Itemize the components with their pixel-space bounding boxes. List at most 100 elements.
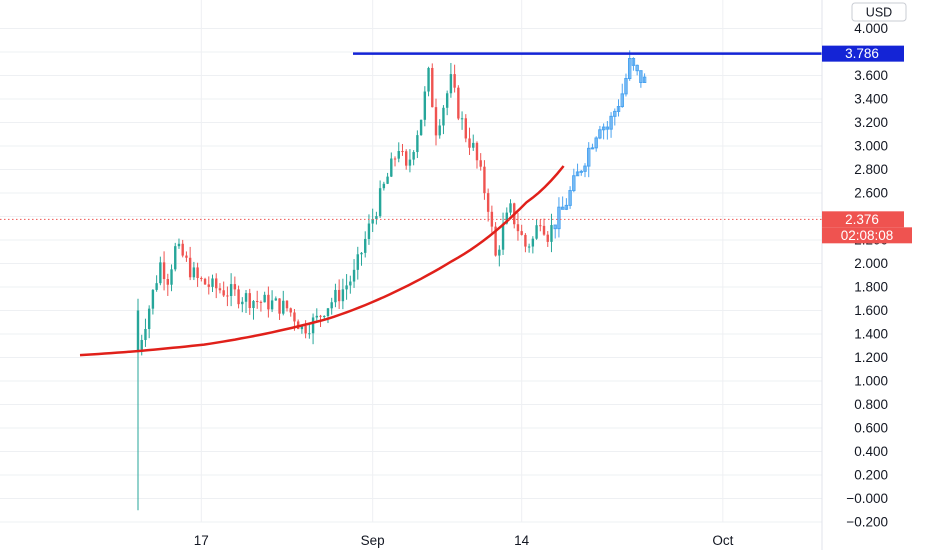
candle-body xyxy=(341,289,345,302)
candle-body xyxy=(267,294,270,310)
candle-body xyxy=(140,339,143,350)
candle-body xyxy=(196,267,199,279)
candle-body xyxy=(222,290,225,296)
candle-body xyxy=(174,246,177,270)
candle-body xyxy=(609,115,613,130)
candle-body xyxy=(590,147,595,150)
candle-body xyxy=(524,234,527,247)
candle-body xyxy=(472,142,475,148)
countdown-label: 02:08:08 xyxy=(841,228,894,243)
candle-body xyxy=(431,67,434,108)
candle-body xyxy=(453,74,456,88)
candle-body xyxy=(479,160,482,167)
y-tick-label: 1.800 xyxy=(854,280,888,295)
currency-badge[interactable]: USD xyxy=(851,2,907,22)
candle-body xyxy=(442,107,445,126)
candle-body xyxy=(460,118,464,120)
candle-body xyxy=(203,278,207,285)
y-tick-label: −0.200 xyxy=(846,515,888,530)
candle-body xyxy=(237,289,240,305)
candle-body xyxy=(613,110,617,117)
candle-body xyxy=(367,223,371,239)
candle-body xyxy=(326,308,330,316)
y-tick-label: 1.600 xyxy=(854,303,888,318)
grid-lines xyxy=(0,0,822,523)
y-tick-label: 2.000 xyxy=(854,256,888,271)
candle-body xyxy=(144,328,147,340)
candle-body xyxy=(215,278,218,289)
candle-body xyxy=(594,137,598,149)
candle-body xyxy=(349,281,352,286)
candle-body xyxy=(319,315,322,317)
candle-body xyxy=(397,151,400,159)
candle-body xyxy=(516,224,520,232)
candle-body xyxy=(505,212,508,224)
candle-body xyxy=(620,93,624,108)
candle-body xyxy=(211,278,214,287)
candle-body xyxy=(628,57,632,80)
y-tick-label: 0.600 xyxy=(854,421,888,436)
candle-body xyxy=(226,295,229,297)
y-tick-label: 3.400 xyxy=(854,92,888,107)
candle-body xyxy=(631,57,636,66)
candle-body xyxy=(151,289,155,309)
candle-body xyxy=(159,262,162,284)
candle-body xyxy=(360,252,363,255)
candle-body xyxy=(509,203,512,213)
candle-body xyxy=(635,64,639,72)
candle-body xyxy=(241,301,244,305)
candle-body xyxy=(293,312,296,322)
candle-body xyxy=(572,175,576,192)
candle-body xyxy=(575,171,580,177)
candle-body xyxy=(520,231,523,235)
candle-body xyxy=(560,206,565,210)
y-tick-label: 4.000 xyxy=(854,21,888,36)
candle-body xyxy=(535,225,538,239)
y-tick-label: 2.600 xyxy=(854,186,888,201)
candle-body xyxy=(185,255,188,258)
candle-body xyxy=(177,243,181,247)
candle-body xyxy=(330,302,333,309)
price-label-bg xyxy=(822,211,904,228)
candle-body xyxy=(449,74,453,94)
candle-body xyxy=(162,262,166,280)
candle-body xyxy=(539,225,542,227)
candle-body xyxy=(147,308,151,329)
candle-body xyxy=(233,284,237,290)
candle-body xyxy=(490,211,494,227)
price-label-bg xyxy=(822,45,904,62)
candle-series xyxy=(136,50,647,511)
candle-body xyxy=(345,285,348,290)
candle-body xyxy=(423,91,427,120)
y-tick-label: 1.400 xyxy=(854,327,888,342)
candle-body xyxy=(337,289,341,302)
candle-body xyxy=(445,93,449,108)
candle-body xyxy=(334,289,337,303)
candle-body xyxy=(248,293,251,309)
candle-body xyxy=(427,67,430,92)
candle-body xyxy=(289,308,292,313)
y-tick-label: 3.000 xyxy=(854,139,888,154)
price-axis-bg xyxy=(822,0,932,550)
candle-body xyxy=(256,301,259,303)
price-axis xyxy=(821,0,932,550)
candle-body xyxy=(550,225,553,242)
y-tick-label: 1.200 xyxy=(854,350,888,365)
candle-body xyxy=(155,283,158,290)
candle-body xyxy=(568,190,572,206)
candle-body xyxy=(285,300,289,309)
candle-body xyxy=(624,78,628,95)
candle-body xyxy=(375,216,378,220)
candle-body xyxy=(642,76,647,84)
candle-body xyxy=(434,107,438,136)
candle-body xyxy=(181,243,184,256)
y-tick-label: 0.800 xyxy=(854,397,888,412)
countdown-bg xyxy=(822,227,912,244)
x-tick-label: Sep xyxy=(361,533,385,548)
y-tick-label: 0.200 xyxy=(854,468,888,483)
candle-body xyxy=(408,159,412,166)
candle-body xyxy=(401,151,404,153)
candle-body xyxy=(553,224,557,230)
